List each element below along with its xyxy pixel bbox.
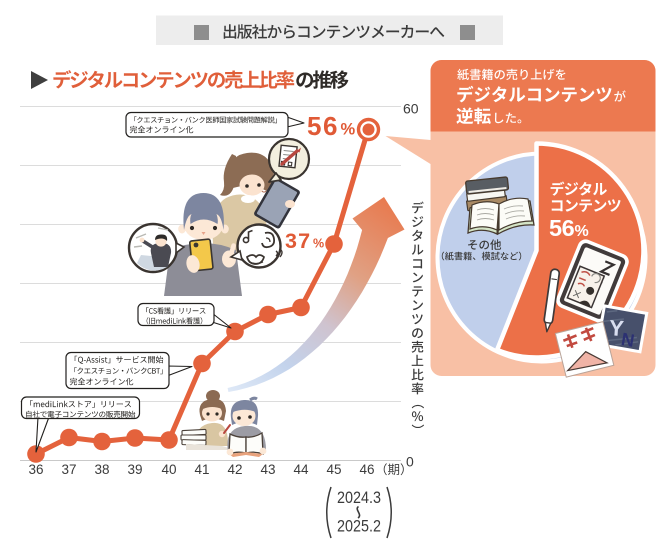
svg-text:36: 36: [28, 462, 43, 477]
svg-text:37: 37: [61, 462, 76, 477]
svg-text:40: 40: [161, 462, 176, 477]
svg-text:44: 44: [293, 462, 309, 477]
svg-text:43: 43: [260, 462, 275, 477]
svg-text:2024.3: 2024.3: [337, 488, 381, 507]
svg-text:39: 39: [127, 462, 142, 477]
svg-text:46: 46: [359, 462, 374, 477]
svg-text:56: 56: [307, 111, 339, 141]
svg-text:2025.2: 2025.2: [337, 517, 381, 536]
svg-text:Y: Y: [608, 315, 625, 341]
svg-text:37: 37: [285, 229, 311, 253]
svg-text:45: 45: [326, 462, 341, 477]
svg-text:%: %: [341, 121, 356, 139]
svg-text:%: %: [575, 223, 589, 240]
svg-text:60: 60: [403, 101, 419, 117]
svg-text:N: N: [620, 329, 636, 351]
svg-text:42: 42: [227, 462, 242, 477]
svg-text:38: 38: [94, 462, 109, 477]
svg-text:56: 56: [549, 215, 575, 241]
svg-text:41: 41: [194, 462, 209, 477]
svg-text:0: 0: [406, 454, 414, 470]
svg-text:%: %: [313, 237, 324, 251]
